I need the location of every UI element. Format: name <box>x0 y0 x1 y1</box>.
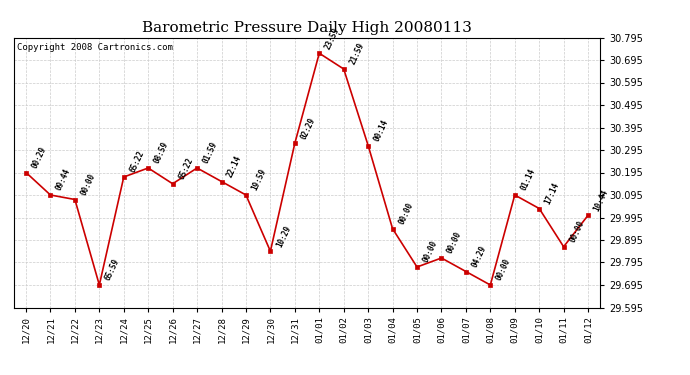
Text: 65:22: 65:22 <box>177 156 195 181</box>
Text: Copyright 2008 Cartronics.com: Copyright 2008 Cartronics.com <box>17 43 172 52</box>
Text: 00:00: 00:00 <box>495 258 513 282</box>
Text: 01:59: 01:59 <box>201 141 219 165</box>
Text: 00:00: 00:00 <box>397 201 415 226</box>
Text: 00:00: 00:00 <box>446 231 464 255</box>
Text: 22:14: 22:14 <box>226 154 244 179</box>
Text: 00:00: 00:00 <box>421 240 439 264</box>
Text: 08:59: 08:59 <box>152 141 170 165</box>
Text: 09:44: 09:44 <box>55 168 72 192</box>
Text: 23:59: 23:59 <box>324 26 342 51</box>
Text: 00:00: 00:00 <box>79 172 97 197</box>
Text: 01:14: 01:14 <box>519 168 537 192</box>
Text: 65:22: 65:22 <box>128 150 146 174</box>
Text: 00:00: 00:00 <box>568 219 586 244</box>
Text: 04:29: 04:29 <box>470 244 488 269</box>
Text: 00:14: 00:14 <box>373 118 391 143</box>
Title: Barometric Pressure Daily High 20080113: Barometric Pressure Daily High 20080113 <box>142 21 472 35</box>
Text: 02:29: 02:29 <box>299 116 317 141</box>
Text: 21:59: 21:59 <box>348 42 366 66</box>
Text: 10:44: 10:44 <box>592 188 610 213</box>
Text: 17:14: 17:14 <box>543 181 561 206</box>
Text: 19:59: 19:59 <box>250 168 268 192</box>
Text: 00:29: 00:29 <box>30 145 48 170</box>
Text: 65:59: 65:59 <box>104 258 121 282</box>
Text: 10:29: 10:29 <box>275 224 293 249</box>
